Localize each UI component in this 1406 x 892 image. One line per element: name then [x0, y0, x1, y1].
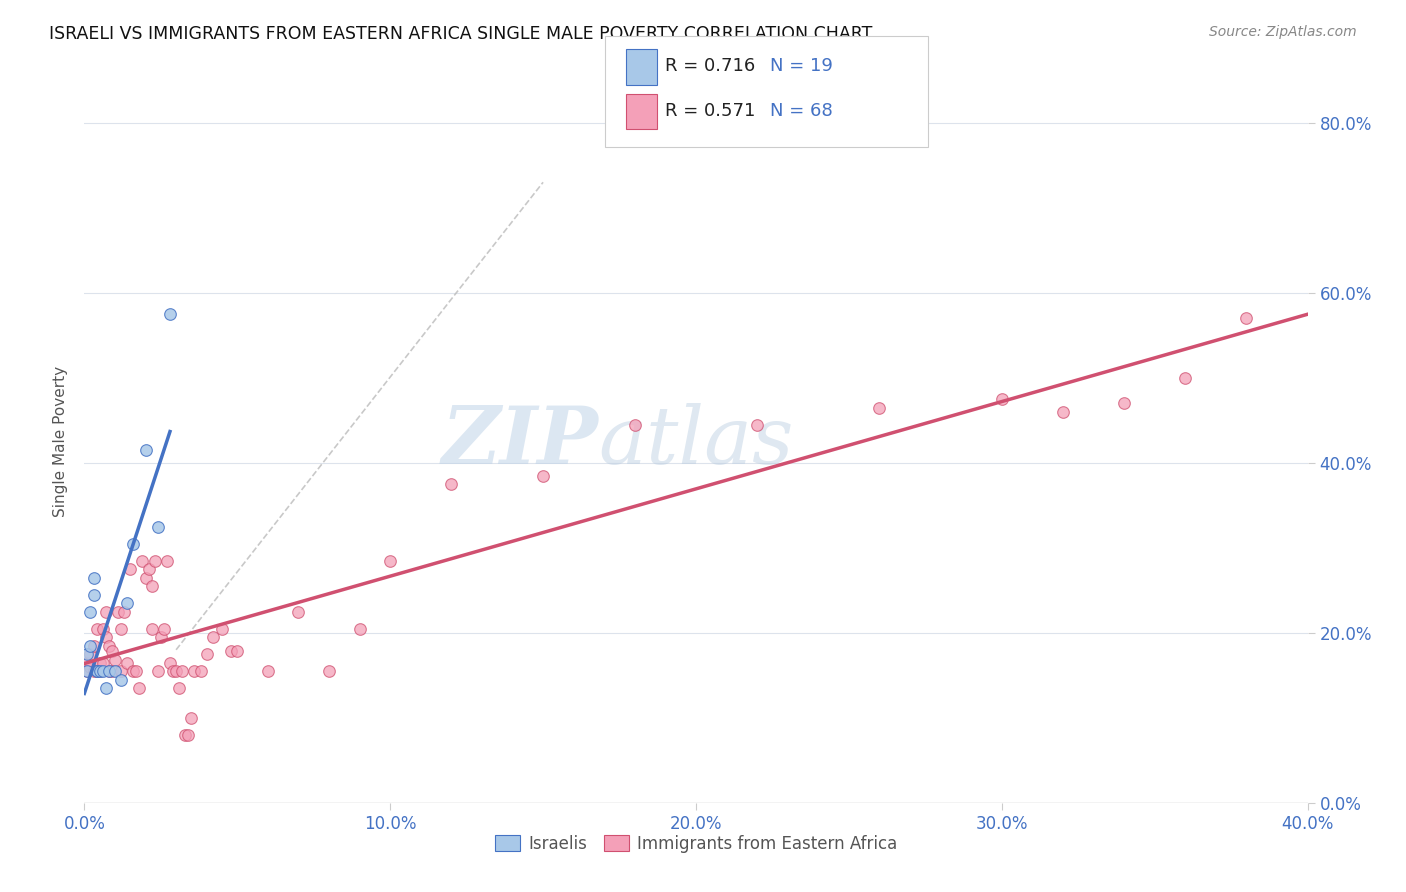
- Point: [177, 728, 200, 742]
- Point: [76, 664, 98, 678]
- Point: [89, 664, 111, 678]
- Point: [195, 647, 218, 661]
- Point: [104, 664, 127, 678]
- Point: [86, 664, 108, 678]
- Point: [1236, 311, 1258, 326]
- Text: N = 19: N = 19: [770, 57, 834, 75]
- Point: [128, 681, 150, 695]
- Point: [159, 656, 181, 670]
- Point: [138, 562, 160, 576]
- Point: [89, 664, 111, 678]
- Point: [180, 711, 202, 725]
- Point: [125, 664, 148, 678]
- Point: [624, 417, 647, 432]
- Legend: Israelis, Immigrants from Eastern Africa: Israelis, Immigrants from Eastern Africa: [488, 828, 904, 860]
- Point: [115, 656, 138, 670]
- Point: [318, 664, 340, 678]
- Point: [1052, 405, 1074, 419]
- Point: [76, 656, 98, 670]
- Point: [141, 579, 163, 593]
- Text: ISRAELI VS IMMIGRANTS FROM EASTERN AFRICA SINGLE MALE POVERTY CORRELATION CHART: ISRAELI VS IMMIGRANTS FROM EASTERN AFRIC…: [49, 25, 873, 43]
- Point: [83, 639, 105, 653]
- Point: [183, 664, 205, 678]
- Point: [79, 605, 101, 619]
- Point: [162, 664, 184, 678]
- Point: [89, 656, 111, 670]
- Text: ZIP: ZIP: [441, 403, 598, 480]
- Point: [86, 664, 108, 678]
- Point: [104, 653, 127, 667]
- Point: [172, 664, 194, 678]
- Point: [91, 656, 114, 670]
- Point: [174, 728, 197, 742]
- Text: N = 68: N = 68: [770, 103, 834, 120]
- Text: R = 0.571: R = 0.571: [665, 103, 755, 120]
- Point: [91, 664, 114, 678]
- Point: [165, 664, 187, 678]
- Text: Source: ZipAtlas.com: Source: ZipAtlas.com: [1209, 25, 1357, 39]
- Point: [531, 468, 554, 483]
- Point: [110, 622, 132, 636]
- Point: [94, 630, 117, 644]
- Point: [211, 622, 233, 636]
- Point: [143, 553, 166, 567]
- Point: [76, 647, 98, 661]
- Point: [156, 553, 179, 567]
- Point: [380, 553, 402, 567]
- Point: [79, 660, 101, 674]
- Point: [131, 553, 153, 567]
- Point: [190, 664, 212, 678]
- Text: atlas: atlas: [598, 403, 793, 480]
- Point: [135, 570, 157, 584]
- Point: [107, 605, 129, 619]
- Point: [146, 664, 169, 678]
- Point: [97, 639, 120, 653]
- Point: [991, 392, 1014, 406]
- Point: [1174, 371, 1197, 385]
- Point: [1114, 396, 1136, 410]
- Point: [149, 630, 172, 644]
- Point: [83, 664, 105, 678]
- Point: [159, 307, 181, 321]
- Point: [167, 681, 190, 695]
- Point: [120, 562, 142, 576]
- Point: [226, 644, 249, 658]
- Point: [110, 673, 132, 687]
- Point: [112, 605, 135, 619]
- Point: [97, 664, 120, 678]
- Point: [257, 664, 280, 678]
- Point: [79, 639, 101, 653]
- Point: [122, 664, 145, 678]
- Point: [440, 477, 463, 491]
- Point: [101, 664, 124, 678]
- Point: [110, 664, 132, 678]
- Point: [86, 664, 108, 678]
- Y-axis label: Single Male Poverty: Single Male Poverty: [53, 366, 69, 517]
- Point: [79, 647, 101, 661]
- Point: [219, 644, 242, 658]
- Point: [287, 605, 309, 619]
- Point: [122, 536, 145, 550]
- Point: [146, 519, 169, 533]
- Point: [869, 401, 891, 415]
- Point: [94, 681, 117, 695]
- Point: [135, 443, 157, 458]
- Point: [115, 596, 138, 610]
- Text: R = 0.716: R = 0.716: [665, 57, 755, 75]
- Point: [349, 622, 371, 636]
- Point: [747, 417, 769, 432]
- Point: [86, 622, 108, 636]
- Point: [97, 664, 120, 678]
- Point: [94, 605, 117, 619]
- Point: [76, 664, 98, 678]
- Point: [141, 622, 163, 636]
- Point: [153, 622, 176, 636]
- Point: [201, 630, 224, 644]
- Point: [91, 622, 114, 636]
- Point: [101, 644, 124, 658]
- Point: [83, 588, 105, 602]
- Point: [83, 570, 105, 584]
